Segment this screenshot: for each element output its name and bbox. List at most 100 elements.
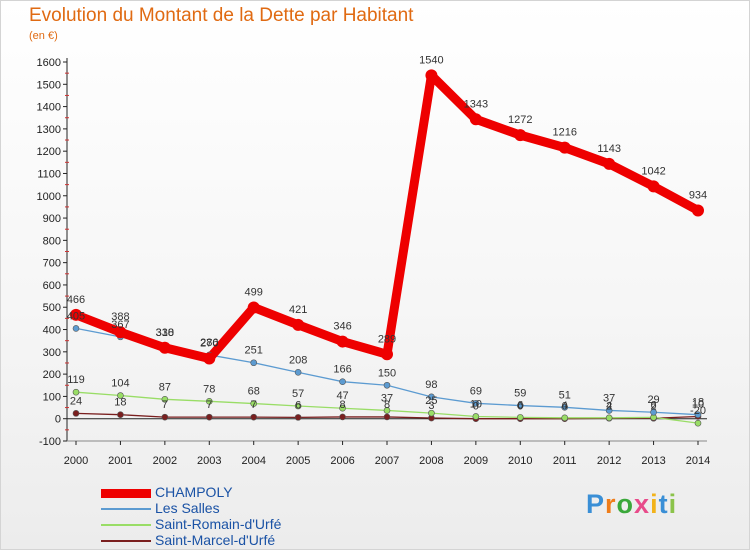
legend-label: CHAMPOLY bbox=[155, 484, 233, 500]
proxiti-logo: Proxiti bbox=[586, 489, 677, 520]
data-label-les-salles: 405 bbox=[67, 310, 85, 322]
legend-swatch bbox=[101, 540, 151, 542]
x-tick-label: 2013 bbox=[641, 455, 665, 467]
data-label-saint-marcel-d-urf-: 8 bbox=[384, 399, 390, 411]
data-label-saint-marcel-d-urf-: 24 bbox=[70, 395, 82, 407]
data-point-saint-romain-d-urf- bbox=[516, 414, 524, 421]
data-label-saint-marcel-d-urf-: 7 bbox=[206, 399, 212, 411]
data-label-saint-marcel-d-urf-: 8 bbox=[340, 399, 346, 411]
data-label-champoly: 934 bbox=[689, 189, 707, 201]
data-label-saint-marcel-d-urf-: 6 bbox=[295, 399, 301, 411]
x-tick-label: 2004 bbox=[241, 455, 265, 467]
legend-swatch bbox=[101, 508, 151, 510]
x-tick-label: 2001 bbox=[108, 455, 132, 467]
x-tick-label: 2003 bbox=[197, 455, 221, 467]
data-label-champoly: 421 bbox=[289, 304, 307, 316]
data-label-saint-romain-d-urf-: 6 bbox=[651, 399, 657, 411]
chart-title: Evolution du Montant de la Dette par Hab… bbox=[29, 5, 414, 26]
data-label-saint-romain-d-urf-: 4 bbox=[562, 400, 568, 412]
data-label-saint-romain-d-urf-: 37 bbox=[381, 392, 393, 404]
data-label-saint-romain-d-urf-: 10 bbox=[470, 398, 482, 410]
data-label-les-salles: 37 bbox=[603, 392, 615, 404]
x-tick-label: 2010 bbox=[508, 455, 532, 467]
data-label-champoly: 1143 bbox=[597, 143, 621, 155]
x-tick-label: 2005 bbox=[286, 455, 310, 467]
data-point-les-salles bbox=[516, 402, 524, 409]
data-point-saint-romain-d-urf- bbox=[694, 419, 702, 427]
data-label-champoly: 270 bbox=[200, 338, 218, 350]
x-tick-label: 2008 bbox=[419, 455, 443, 467]
data-label-saint-marcel-d-urf-: 3 bbox=[428, 400, 434, 412]
data-label-champoly: 466 bbox=[67, 294, 85, 306]
y-tick-label: -100 bbox=[39, 436, 61, 448]
x-tick-label: 2000 bbox=[64, 455, 88, 467]
data-point-champoly bbox=[336, 335, 349, 348]
data-point-saint-romain-d-urf- bbox=[294, 402, 302, 410]
data-point-saint-romain-d-urf- bbox=[117, 392, 124, 399]
y-tick-label: 700 bbox=[43, 258, 61, 270]
data-point-saint-marcel-d-urf- bbox=[250, 413, 258, 421]
data-label-les-salles: 29 bbox=[647, 394, 659, 406]
data-label-saint-marcel-d-urf-: 7 bbox=[162, 399, 168, 411]
data-label-saint-romain-d-urf-: 78 bbox=[203, 383, 215, 395]
data-label-saint-romain-d-urf-: 119 bbox=[67, 374, 85, 386]
data-label-saint-marcel-d-urf-: 0 bbox=[562, 401, 568, 413]
data-label-champoly: 318 bbox=[156, 327, 174, 339]
data-point-champoly bbox=[514, 129, 527, 142]
data-label-champoly: 1272 bbox=[508, 114, 532, 126]
y-tick-label: 1100 bbox=[37, 168, 61, 180]
x-tick-label: 2011 bbox=[553, 455, 577, 467]
data-label-saint-romain-d-urf-: 68 bbox=[248, 386, 260, 398]
data-point-saint-marcel-d-urf- bbox=[339, 413, 346, 421]
data-point-champoly bbox=[158, 341, 171, 354]
x-tick-label: 2012 bbox=[597, 455, 621, 467]
logo-letter: t bbox=[658, 489, 669, 519]
y-tick-label: 1400 bbox=[37, 102, 61, 114]
data-label-champoly: 1216 bbox=[552, 127, 576, 139]
legend-swatch bbox=[101, 524, 151, 526]
data-label-champoly: 289 bbox=[378, 333, 396, 345]
data-label-saint-romain-d-urf-: -20 bbox=[690, 405, 706, 417]
legend-swatch bbox=[101, 488, 151, 498]
y-tick-label: 300 bbox=[43, 347, 61, 359]
data-label-champoly: 346 bbox=[333, 321, 351, 333]
data-point-saint-marcel-d-urf- bbox=[294, 414, 302, 421]
legend-label: Saint-Romain-d'Urfé bbox=[155, 516, 282, 532]
data-point-saint-marcel-d-urf- bbox=[161, 413, 169, 421]
data-label-champoly: 1042 bbox=[641, 165, 665, 177]
x-tick-label: 2014 bbox=[686, 455, 710, 467]
data-point-les-salles bbox=[250, 359, 258, 367]
series-line-champoly bbox=[74, 70, 701, 364]
data-label-champoly: 1540 bbox=[419, 54, 443, 66]
data-label-les-salles: 150 bbox=[378, 367, 396, 379]
data-label-les-salles: 367 bbox=[111, 319, 129, 331]
logo-letter: i bbox=[668, 489, 678, 519]
data-label-saint-romain-d-urf-: 87 bbox=[159, 381, 171, 393]
y-tick-label: 0 bbox=[55, 414, 61, 426]
data-label-les-salles: 208 bbox=[289, 354, 307, 366]
data-point-les-salles bbox=[472, 400, 480, 407]
legend-label: Les Salles bbox=[155, 500, 220, 516]
data-label-saint-marcel-d-urf-: 18 bbox=[114, 397, 126, 409]
y-tick-label: 800 bbox=[43, 235, 61, 247]
data-label-saint-marcel-d-urf-: 10 bbox=[692, 398, 704, 410]
data-point-saint-romain-d-urf- bbox=[250, 400, 258, 407]
data-point-champoly bbox=[381, 348, 393, 361]
data-point-saint-marcel-d-urf- bbox=[117, 411, 124, 418]
y-tick-label: 500 bbox=[43, 302, 61, 314]
x-tick-label: 2009 bbox=[464, 455, 488, 467]
data-point-saint-romain-d-urf- bbox=[605, 414, 613, 422]
data-label-les-salles: 59 bbox=[514, 388, 526, 400]
data-point-les-salles bbox=[561, 404, 569, 411]
data-point-saint-romain-d-urf- bbox=[428, 409, 435, 417]
y-tick-label: 1300 bbox=[37, 124, 61, 136]
data-point-les-salles bbox=[72, 325, 80, 332]
data-label-saint-marcel-d-urf-: 2 bbox=[651, 400, 657, 412]
data-point-les-salles bbox=[694, 411, 702, 418]
data-point-champoly bbox=[114, 326, 127, 339]
data-label-les-salles: 69 bbox=[470, 385, 482, 397]
x-tick-label: 2007 bbox=[375, 455, 399, 467]
data-label-champoly: 1343 bbox=[464, 98, 488, 110]
